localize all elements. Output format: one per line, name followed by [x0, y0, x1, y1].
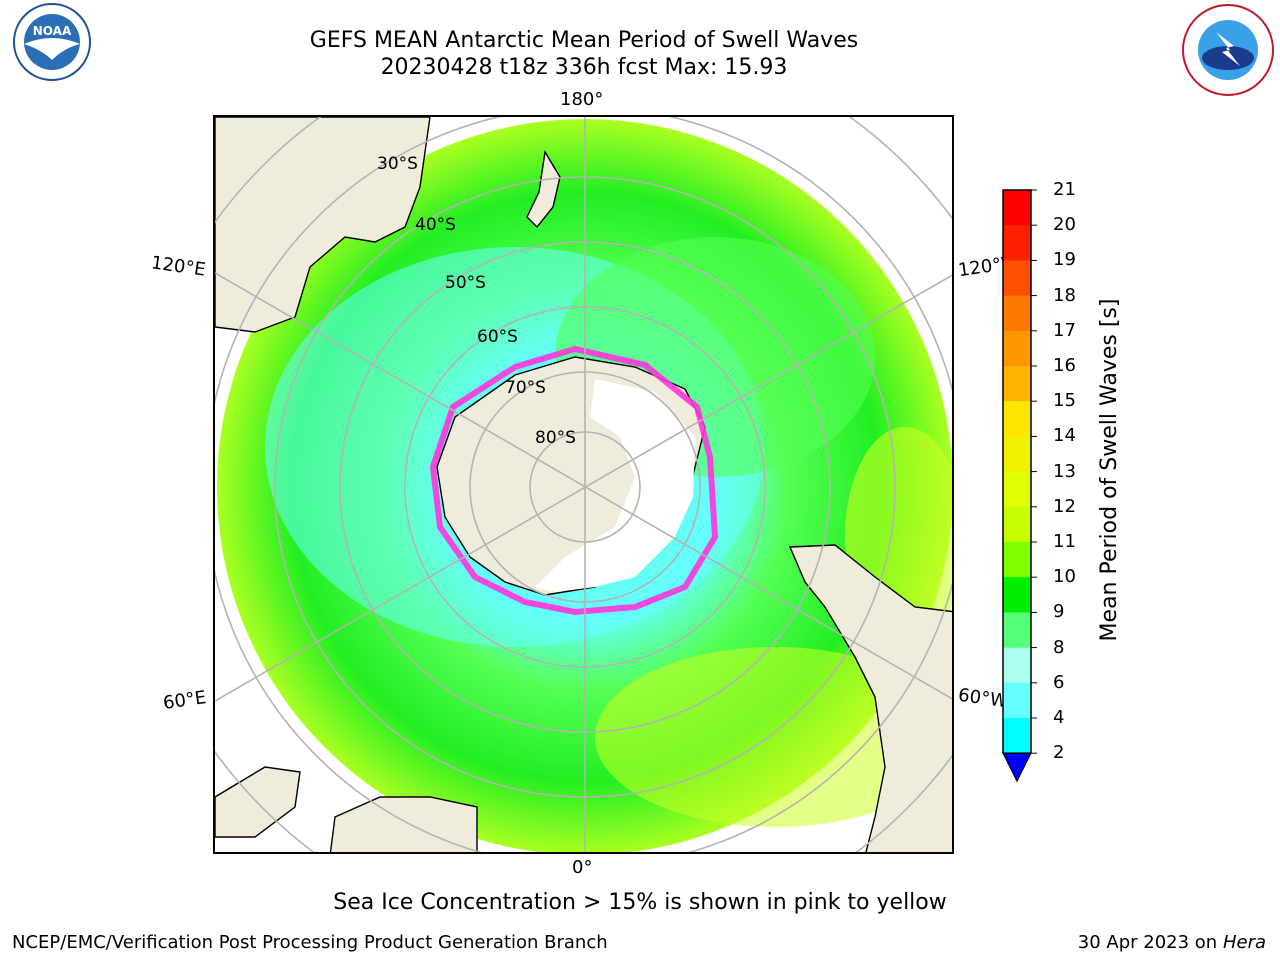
colorbar-segment — [1003, 718, 1031, 754]
meridian-label-0: 0° — [572, 857, 593, 878]
colorbar-tick-label: 17 — [1053, 319, 1076, 341]
colorbar-tick-label: 2 — [1053, 742, 1065, 764]
footer-credit: NCEP/EMC/Verification Post Processing Pr… — [12, 932, 608, 953]
colorbar-tick-label: 11 — [1053, 531, 1076, 552]
colorbar-segment — [1003, 577, 1031, 613]
lat-label-30s: 30°S — [377, 154, 418, 174]
footer-date: 30 Apr 2023 on Hera — [1078, 932, 1266, 953]
meridian-label-60e: 60°E — [161, 687, 208, 714]
meridian-label-120e: 120°E — [149, 252, 207, 281]
colorbar-segment — [1003, 190, 1031, 226]
new-zealand-land — [526, 149, 561, 229]
colorbar-tick-label: 4 — [1053, 707, 1065, 728]
africa-land — [329, 796, 478, 852]
colorbar-tick-label: 15 — [1053, 390, 1076, 412]
colorbar-tick-label: 10 — [1053, 566, 1076, 588]
footer-machine: Hera — [1222, 932, 1266, 953]
colorbar-tick-label: 21 — [1053, 179, 1076, 200]
australia-land — [215, 117, 431, 333]
colorbar-segment — [1003, 295, 1031, 332]
colorbar-segment — [1003, 612, 1031, 649]
colorbar-tick-label: 19 — [1053, 249, 1076, 271]
colorbar-segment — [1003, 260, 1031, 297]
plot-title: GEFS MEAN Antarctic Mean Period of Swell… — [309, 28, 859, 53]
colorbar-segment — [1003, 366, 1031, 402]
colorbar-segment — [1003, 436, 1031, 473]
colorbar — [1002, 189, 1037, 783]
colorbar-tick-label: 9 — [1053, 601, 1065, 623]
sea-ice-edge — [429, 345, 719, 616]
colorbar-tick-label: 13 — [1053, 460, 1076, 482]
colorbar-segment — [1003, 542, 1031, 578]
ice-shelf — [535, 379, 695, 592]
sea-ice-note: Sea Ice Concentration > 15% is shown in … — [333, 890, 947, 915]
colorbar-segment — [1003, 401, 1031, 437]
plot-subtitle: 20230428 t18z 336h fcst Max: 15.93 — [380, 55, 788, 80]
lat-label-80s: 80°S — [535, 428, 576, 448]
lat-label-60s: 60°S — [477, 327, 518, 347]
lat-label-40s: 40°S — [415, 215, 456, 235]
colorbar-tick-label: 16 — [1053, 355, 1076, 376]
nws-logo — [1182, 4, 1274, 96]
colorbar-tick-label: 14 — [1053, 425, 1076, 447]
colorbar-segment — [1003, 682, 1031, 719]
colorbar-segment — [1003, 647, 1031, 684]
south-america-land — [788, 544, 952, 852]
colorbar-segment — [1003, 506, 1031, 543]
lat-label-70s: 70°S — [505, 378, 546, 398]
colorbar-tick-label: 8 — [1053, 636, 1065, 658]
colorbar-tick-label: 12 — [1053, 495, 1076, 517]
lat-label-50s: 50°S — [445, 273, 486, 293]
colorbar-tick-label: 18 — [1053, 284, 1076, 306]
colorbar-tick-label: 20 — [1053, 214, 1076, 236]
footer-date-text: 30 Apr 2023 on — [1077, 932, 1223, 953]
noaa-logo: NOAA — [13, 3, 91, 81]
meridian-lines — [215, 117, 952, 852]
colorbar-segment — [1003, 330, 1031, 367]
colorbar-label: Mean Period of Swell Waves [s] — [1097, 298, 1122, 642]
colorbar-segment — [1003, 471, 1031, 508]
colorbar-extend-arrow — [1002, 752, 1032, 783]
colorbar-tick-label: 6 — [1053, 671, 1065, 693]
colorbar-segment — [1003, 225, 1031, 261]
noaa-logo-text: NOAA — [33, 24, 72, 38]
polar-map: 30°S 40°S 50°S 60°S 70°S 80°S — [215, 117, 952, 852]
map-panel: 30°S 40°S 50°S 60°S 70°S 80°S — [213, 115, 954, 854]
meridian-label-180: 180° — [560, 89, 604, 110]
